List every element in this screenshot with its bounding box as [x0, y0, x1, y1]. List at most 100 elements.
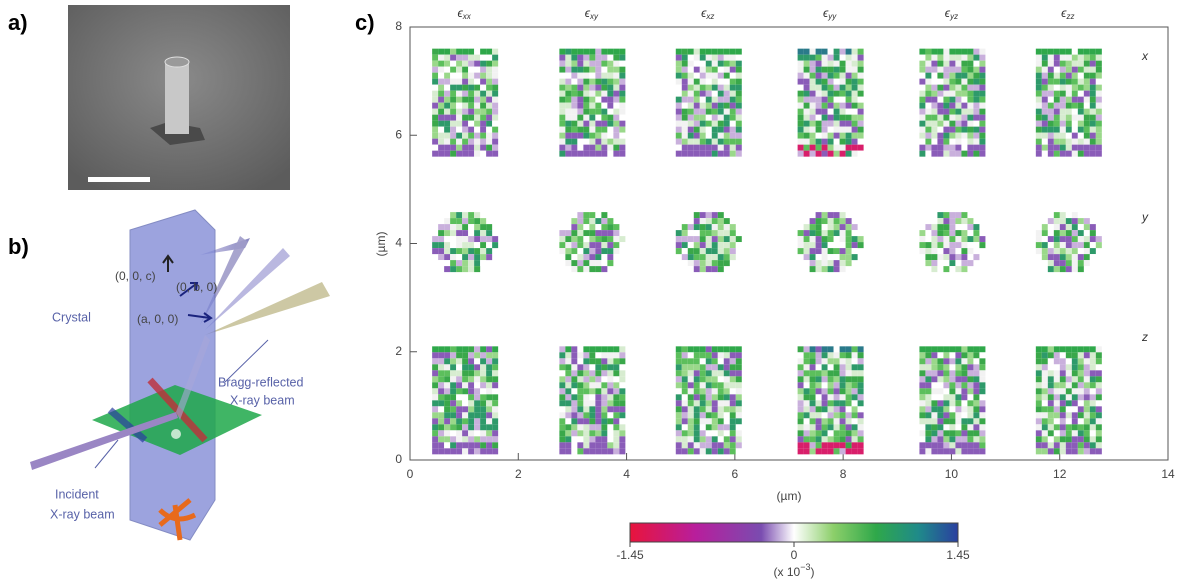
strain-pixel — [1083, 66, 1090, 73]
strain-pixel — [432, 358, 439, 365]
strain-pixel — [571, 358, 578, 365]
strain-pixel — [438, 144, 445, 151]
strain-pixel — [456, 260, 463, 267]
strain-pixel — [705, 120, 712, 127]
strain-pixel — [462, 212, 469, 219]
strain-pixel — [486, 406, 493, 413]
strain-pixel — [827, 108, 834, 115]
strain-pixel — [589, 430, 596, 437]
strain-pixel — [967, 218, 974, 225]
strain-pixel — [613, 412, 620, 419]
strain-pixel — [486, 114, 493, 121]
strain-pixel — [717, 72, 724, 79]
strain-pixel — [705, 254, 712, 261]
strain-pixel — [450, 72, 457, 79]
strain-pixel — [1071, 448, 1078, 455]
strain-pixel — [1035, 412, 1042, 419]
strain-pixel — [815, 90, 822, 97]
strain-pixel — [601, 376, 608, 383]
strain-pixel — [827, 96, 834, 103]
strain-pixel — [827, 352, 834, 359]
strain-pixel — [1077, 364, 1084, 371]
strain-pixel — [613, 254, 620, 261]
strain-pixel — [1041, 224, 1048, 231]
strain-pixel — [1059, 382, 1066, 389]
strain-pixel — [833, 248, 840, 255]
strain-pixel — [723, 358, 730, 365]
strain-pixel — [462, 114, 469, 121]
strain-pixel — [943, 144, 950, 151]
strain-pixel — [717, 150, 724, 157]
strain-pixel — [480, 242, 487, 249]
strain-pixel — [571, 370, 578, 377]
strain-pixel — [619, 54, 626, 61]
strain-pixel — [693, 358, 700, 365]
strain-pixel — [967, 84, 974, 91]
strain-pixel — [432, 48, 439, 55]
strain-pixel — [803, 346, 810, 353]
strain-pixel — [815, 382, 822, 389]
strain-pixel — [619, 48, 626, 55]
strain-pixel — [839, 72, 846, 79]
strain-pixel — [456, 352, 463, 359]
strain-pixel — [943, 72, 950, 79]
strain-pixel — [973, 126, 980, 133]
strain-pixel — [925, 108, 932, 115]
strain-pixel — [486, 442, 493, 449]
strain-pixel — [949, 394, 956, 401]
x-tick-label: 0 — [407, 467, 414, 481]
strain-pixel — [833, 448, 840, 455]
strain-pixel — [1077, 48, 1084, 55]
x-tick-label: 2 — [515, 467, 522, 481]
strain-pixel — [851, 376, 858, 383]
strain-pixel — [1047, 394, 1054, 401]
strain-pixel — [468, 90, 475, 97]
x-tick-label: 4 — [623, 467, 630, 481]
strain-pixel — [1083, 388, 1090, 395]
strain-pixel — [973, 418, 980, 425]
strain-pixel — [1089, 78, 1096, 85]
strain-pixel — [967, 90, 974, 97]
strain-pixel — [839, 394, 846, 401]
strain-pixel — [462, 382, 469, 389]
strain-pixel — [613, 48, 620, 55]
strain-pixel — [1041, 388, 1048, 395]
strain-pixel — [955, 442, 962, 449]
strain-pixel — [797, 102, 804, 109]
strain-pixel — [943, 78, 950, 85]
strain-pixel — [1083, 72, 1090, 79]
strain-pixel — [474, 248, 481, 255]
strain-pixel — [559, 388, 566, 395]
column-header: ϵxz — [701, 6, 714, 21]
strain-pixel — [607, 364, 614, 371]
strain-pixel — [675, 394, 682, 401]
strain-pixel — [729, 150, 736, 157]
strain-pixel — [468, 218, 475, 225]
strain-pixel — [973, 406, 980, 413]
strain-pixel — [967, 376, 974, 383]
strain-pixel — [723, 60, 730, 67]
strain-pixel — [809, 132, 816, 139]
strain-pixel — [827, 394, 834, 401]
strain-pixel — [973, 78, 980, 85]
strain-pixel — [583, 126, 590, 133]
strain-pixel — [577, 448, 584, 455]
strain-pixel — [1053, 418, 1060, 425]
strain-pixel — [589, 358, 596, 365]
strain-pixel — [723, 54, 730, 61]
strain-pixel — [1095, 364, 1102, 371]
strain-pixel — [851, 400, 858, 407]
strain-pixel — [809, 260, 816, 267]
strain-pixel — [462, 150, 469, 157]
strain-pixel — [973, 352, 980, 359]
strain-pixel — [474, 442, 481, 449]
strain-pixel — [565, 406, 572, 413]
strain-pixel — [450, 150, 457, 157]
strain-pixel — [821, 60, 828, 67]
strain-pixel — [589, 138, 596, 145]
strain-pixel — [559, 364, 566, 371]
strain-pixel — [1041, 346, 1048, 353]
strain-pixel — [961, 66, 968, 73]
strain-pixel — [729, 418, 736, 425]
strain-pixel — [559, 54, 566, 61]
